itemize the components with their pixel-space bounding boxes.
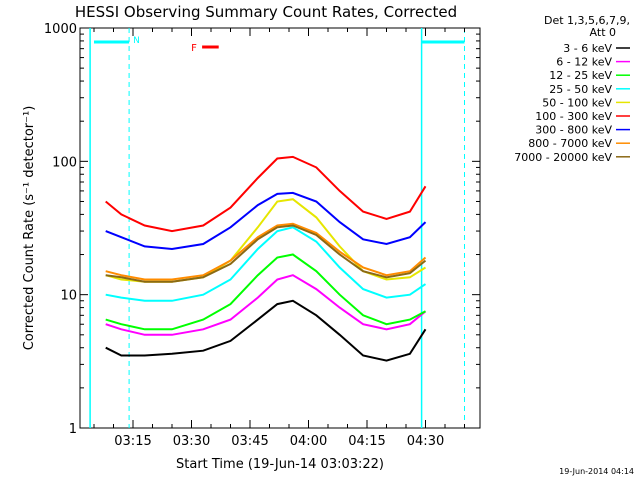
- axes: 03:15 03:30 03:45 04:00 04:15 04:30 1 10 100 1000: [44, 22, 480, 449]
- x-tick-label: 03:30: [173, 434, 210, 449]
- series-line-4: [105, 226, 427, 302]
- chart-title: HESSI Observing Summary Count Rates, Cor…: [75, 3, 457, 21]
- legend-entry-label: 6 - 12 keV: [556, 56, 612, 69]
- generation-timestamp: 19-Jun-2014 04:14: [559, 467, 634, 476]
- legend-entry-label: 25 - 50 keV: [549, 83, 612, 96]
- x-tick-label: 04:30: [407, 434, 444, 449]
- series-line-6: [105, 155, 427, 233]
- series-line-7: [105, 191, 427, 251]
- x-tick-label: 04:00: [290, 434, 327, 449]
- legend-entry-label: 12 - 25 keV: [549, 69, 612, 82]
- x-tick-label: 03:15: [114, 434, 151, 449]
- orbit-markers: NF: [89, 28, 465, 428]
- y-tick-label: 1000: [44, 22, 77, 37]
- x-tick-label: 03:45: [231, 434, 268, 449]
- legend-entry-label: 3 - 6 keV: [563, 42, 612, 55]
- series-layer: [105, 155, 427, 362]
- flare-label: F: [191, 43, 197, 54]
- legend-entry-label: 300 - 800 keV: [535, 124, 612, 137]
- y-axis-label: Corrected Count Rate (s⁻¹ detector⁻¹): [22, 106, 37, 351]
- legend-entry-label: 7000 - 20000 keV: [514, 151, 612, 164]
- plot-frame: [79, 27, 481, 429]
- series-line-9: [105, 224, 427, 283]
- y-tick-label: 100: [52, 155, 77, 170]
- legend-header-line-1: Det 1,3,5,6,7,9,: [544, 14, 630, 27]
- legend-entry-label: 50 - 100 keV: [542, 96, 612, 109]
- legend-header-line-2: Att 0: [590, 26, 616, 39]
- night-label: N: [133, 36, 140, 46]
- legend-entry-label: 100 - 300 keV: [535, 110, 612, 123]
- y-tick-label: 1: [69, 422, 77, 437]
- series-line-2: [105, 274, 427, 336]
- x-axis-label: Start Time (19-Jun-14 03:03:22): [176, 457, 384, 472]
- y-tick-label: 10: [60, 289, 77, 304]
- x-tick-label: 04:15: [348, 434, 385, 449]
- series-line-1: [105, 299, 427, 362]
- series-line-3: [105, 253, 426, 331]
- plot-area-border: [79, 27, 481, 429]
- series-line-8: [105, 222, 427, 281]
- legend-entry-label: 800 - 7000 keV: [528, 137, 612, 150]
